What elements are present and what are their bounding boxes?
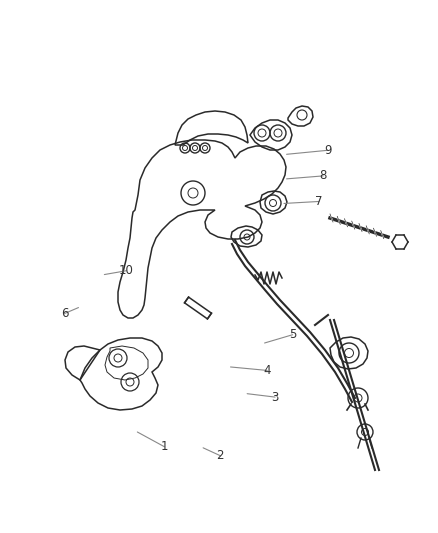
Text: 9: 9 [324, 144, 332, 157]
Text: 1: 1 [160, 440, 168, 453]
Text: 5: 5 [289, 328, 296, 341]
Text: 6: 6 [61, 307, 69, 320]
Text: 7: 7 [315, 195, 323, 208]
Text: 10: 10 [119, 264, 134, 277]
Text: 8: 8 [320, 169, 327, 182]
Text: 4: 4 [263, 364, 271, 377]
Text: 2: 2 [216, 449, 224, 462]
Text: 3: 3 [272, 391, 279, 403]
